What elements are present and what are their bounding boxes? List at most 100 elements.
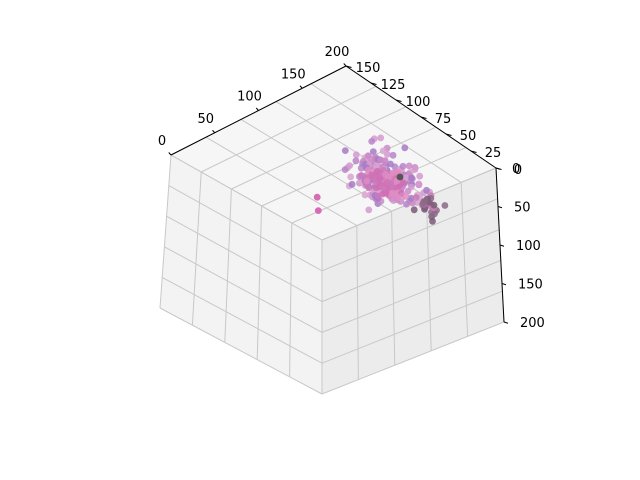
right-axis-tick-mark [495,167,501,170]
gridline-left-v [289,222,293,377]
data-point [377,134,385,142]
data-point-outlier [313,193,321,201]
right-axis-tick-label: 50 [514,201,531,216]
top-right-axis-tick-label: 50 [460,129,477,144]
data-point [408,174,415,182]
data-point-outlier [396,173,404,181]
gridline-left-h [166,215,323,303]
gridline-right-h [321,290,503,364]
top-left-axis-tick-label: 0 [158,134,166,149]
top-right-axis-tick-label: 0 [514,163,522,178]
gridline-right-h [321,229,500,303]
data-point [404,187,412,195]
gridline-left-v [159,154,172,309]
data-point [429,217,436,225]
data-point [361,191,369,199]
data-point [352,151,360,159]
data-point [368,138,376,145]
top-right-axis-tick-label: 125 [381,78,406,93]
data-point [365,206,373,214]
top-left-axis-tick-label: 50 [197,112,214,127]
data-point [347,173,355,181]
data-point [416,172,424,180]
data-point [358,172,365,179]
gridline-right-h [321,198,498,272]
data-point [377,156,384,164]
data-point [365,184,373,192]
data-point [388,192,396,200]
data-point [430,201,438,209]
data-point [402,174,410,182]
top-right-axis-tick-mark [445,133,452,136]
gridline-top-b [200,85,377,173]
data-point [410,206,418,214]
top-left-axis-tick-mark [255,107,259,111]
data-point [395,183,402,191]
pane-left [160,155,322,394]
gridline-right-v [391,211,396,366]
data-point [346,162,353,170]
data-point [402,193,410,200]
data-point [363,177,371,185]
data-point [405,162,413,170]
top-left-axis-tick-mark [299,85,303,89]
data-point [341,147,349,155]
top-left-axis-tick-label: 200 [325,45,350,60]
top-left-axis-tick-mark [212,129,216,134]
top-left-axis-tick-mark [343,63,347,67]
top-right-axis-tick-mark [345,65,352,68]
data-point [389,169,397,177]
data-point [382,171,389,178]
data-point [348,180,356,188]
top-left-axis-tick-label: 150 [281,67,306,82]
right-axis-tick-label: 150 [518,278,543,293]
data-point [383,178,391,186]
data-point [403,200,410,208]
data-point [369,148,377,156]
top-right-axis-tick-mark [470,150,477,153]
data-point [368,171,376,178]
data-point [374,192,382,200]
data-point [399,162,407,170]
data-points [313,134,449,225]
data-point [423,186,430,194]
data-point [357,164,365,172]
top-right-axis-tick-label: 75 [435,112,452,127]
gridline-left-v [256,205,263,360]
right-axis-tick-label: 100 [516,239,541,254]
right-axis-tick-label: 200 [520,316,545,331]
data-point [387,160,394,168]
top-right-axis-tick-mark [370,82,377,85]
data-point [364,152,372,160]
gridline-top-a [205,136,358,227]
gridline-right-v [460,182,469,337]
data-point [412,194,420,201]
data-point [415,180,423,188]
gridline-left-h [168,185,323,272]
data-point [441,202,449,209]
top-right-axis-tick-label: 25 [485,146,502,161]
data-point [389,151,397,159]
data-point [379,147,387,155]
right-axis-tick-mark [501,283,507,286]
data-point [401,144,409,152]
data-point [407,194,415,202]
data-point-outlier [314,207,322,215]
top-right-axis-tick-label: 150 [356,61,381,76]
gridline-left-h [161,276,323,364]
top-left-axis-tick-mark [168,152,172,156]
top-right-axis-tick-mark [395,99,402,102]
gridline-top-b [231,106,407,190]
right-axis-tick-mark [499,244,505,247]
gridline-right-v [356,225,359,380]
data-point [394,193,402,201]
data-point [421,197,429,205]
gridline-top-a [170,154,323,241]
top-left-axis-tick-label: 100 [237,90,262,105]
gridline-left-h [159,307,323,395]
data-point [382,188,389,196]
data-point [352,157,360,165]
data-point [372,162,380,170]
gridline-right-h [321,321,505,395]
